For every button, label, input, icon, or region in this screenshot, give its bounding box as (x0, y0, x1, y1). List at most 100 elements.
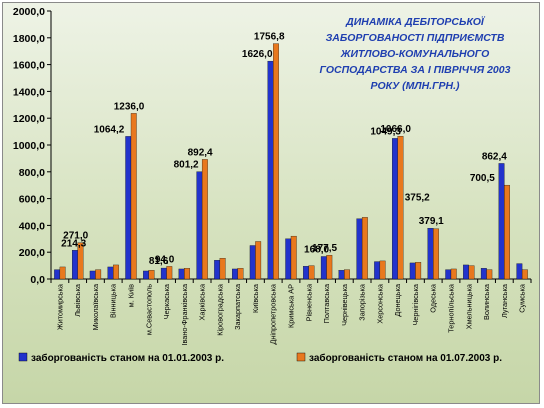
x-category-label: Луганська (500, 283, 509, 318)
bar-series-2 (450, 268, 457, 280)
x-category-label: Кіровоградська (215, 283, 224, 336)
bar-series-1 (463, 264, 469, 280)
data-label-series-1: 81,6 (149, 256, 169, 267)
chart-title-line: ГОСПОДАРСТВА ЗА І ПІВРІЧЧЯ 2003 (320, 64, 511, 76)
bar-series-2 (59, 266, 66, 280)
bar-series-2 (486, 269, 493, 280)
x-category-label: Житомирська (55, 283, 64, 330)
y-tick-label: 1400,0 (13, 86, 45, 98)
y-tick-label: 400,0 (19, 220, 45, 232)
x-category-label: Львівська (73, 283, 82, 317)
data-label-series-2: 94,0 (155, 254, 175, 265)
bar-series-1 (232, 268, 238, 280)
bar-series-1 (303, 266, 309, 280)
data-label-series-2: 892,4 (188, 147, 213, 158)
data-label-series-2: 1066,0 (380, 124, 411, 135)
bar-series-2 (361, 217, 368, 280)
x-category-label: Запорізька (358, 283, 367, 321)
bar-series-1 (178, 268, 185, 280)
bar-series-2 (290, 235, 297, 280)
data-label-series-2: 700,5 (470, 173, 495, 184)
x-category-label: Одеська (429, 283, 438, 313)
y-tick-label: 200,0 (19, 247, 45, 259)
chart-frame: 0,0 200,0 400,0 600,0 800,0 1000,0 1200,0 1400,… (2, 2, 540, 404)
x-category-label: Чернівецька (340, 283, 349, 326)
chart-title-line: ЗАБОРГОВАНОСТІ ПІДПРИЄМСТВ (326, 32, 505, 44)
bar-series-2 (415, 262, 422, 280)
x-category-label: Дніпропетровська (269, 283, 278, 344)
data-label-series-2: 375,2 (405, 193, 430, 204)
bar-series-1 (160, 267, 167, 280)
bar-series-2 (95, 269, 102, 280)
data-label-series-1: 168,0 (304, 244, 329, 255)
bar-series-1 (409, 262, 416, 280)
bar-series-1 (54, 269, 61, 280)
x-category-label: Хмельницька (464, 283, 473, 329)
x-category-label: Тернопільська (447, 283, 456, 333)
y-tick-label: 800,0 (19, 167, 45, 179)
data-label-series-1: 1049,3 (370, 126, 401, 137)
bar-series-1 (320, 256, 327, 280)
bar-series-2 (166, 266, 173, 280)
x-category-label: Волинська (482, 283, 491, 320)
bar-series-1 (338, 270, 345, 280)
y-tick-label: 600,0 (19, 194, 45, 206)
bar-series-2 (273, 43, 279, 280)
data-label-series-2: 1236,0 (114, 101, 145, 112)
x-category-label: Миколаївська (91, 283, 100, 330)
bar-series-1 (392, 138, 398, 280)
x-category-label: Вінницька (109, 283, 118, 318)
data-label-series-1: 801,2 (174, 160, 199, 171)
bar-series-2 (326, 255, 333, 280)
bar-series-1 (125, 136, 132, 280)
y-tick-label: 0,0 (30, 274, 45, 286)
bar-series-1 (516, 263, 523, 280)
bar-series-1 (267, 60, 274, 280)
bar-series-1 (89, 270, 96, 280)
x-category-label: Полтавська (322, 283, 331, 323)
x-category-label: Херсонська (375, 283, 384, 324)
chart-title: ДИНАМІКА ДЕБІТОРСЬКОЇ ЗАБОРГОВАНОСТІ ПІДП… (320, 15, 511, 92)
bar-series-1 (480, 268, 487, 280)
bar-series-1 (285, 238, 292, 280)
bar-series-1 (374, 261, 381, 280)
x-category-label: Донецька (393, 283, 402, 317)
x-category-label: Чернігівська (411, 283, 420, 326)
bar-series-1 (249, 245, 256, 280)
y-tick-label: 1600,0 (13, 60, 45, 72)
x-category-label: Сумська (518, 283, 527, 313)
bar-series-2 (433, 228, 439, 280)
x-axis-categories: Житомирська Львівська Миколаївська Вінницьк… (50, 279, 532, 346)
bar-series-1 (196, 171, 203, 280)
bar-series-2 (219, 258, 226, 280)
bar-series-2 (201, 159, 208, 280)
chart-title-line: РОКУ (МЛН.ГРН.) (370, 80, 460, 92)
bar-series-2 (504, 184, 510, 280)
bars (54, 43, 528, 280)
x-category-label: Закарпатська (233, 283, 242, 330)
bar-series-1 (143, 270, 149, 280)
bar-series-2 (308, 265, 315, 280)
bar-series-1 (214, 260, 221, 280)
data-label-series-1: 1064,2 (94, 124, 125, 135)
data-label-series-1: 862,4 (482, 151, 507, 162)
legend-swatch-series-2 (296, 352, 306, 362)
bar-series-1 (427, 228, 434, 280)
x-category-label: м. Київ (127, 284, 136, 307)
legend-swatch-series-1 (18, 352, 28, 362)
data-label-series-2: 1756,8 (254, 32, 285, 43)
data-label-series-1: 379,1 (419, 216, 444, 227)
x-category-label: Рівненська (304, 283, 313, 321)
bar-series-2 (521, 269, 528, 280)
bar-series-1 (72, 250, 78, 280)
data-label-series-1: 214,3 (61, 238, 86, 249)
legend-label-series-2: заборгованість станом на 01.07.2003 р. (309, 352, 502, 364)
x-category-label: м.Севастополь (144, 284, 153, 335)
bar-series-2 (468, 265, 475, 280)
y-tick-label: 1200,0 (13, 113, 45, 125)
bar-series-2 (113, 264, 119, 280)
bar-series-2 (344, 269, 350, 280)
bar-series-2 (184, 268, 190, 280)
bar-series-1 (356, 218, 363, 280)
y-axis-ticks: 0,0 200,0 400,0 600,0 800,0 1000,0 1200,0 1400,… (13, 6, 51, 286)
